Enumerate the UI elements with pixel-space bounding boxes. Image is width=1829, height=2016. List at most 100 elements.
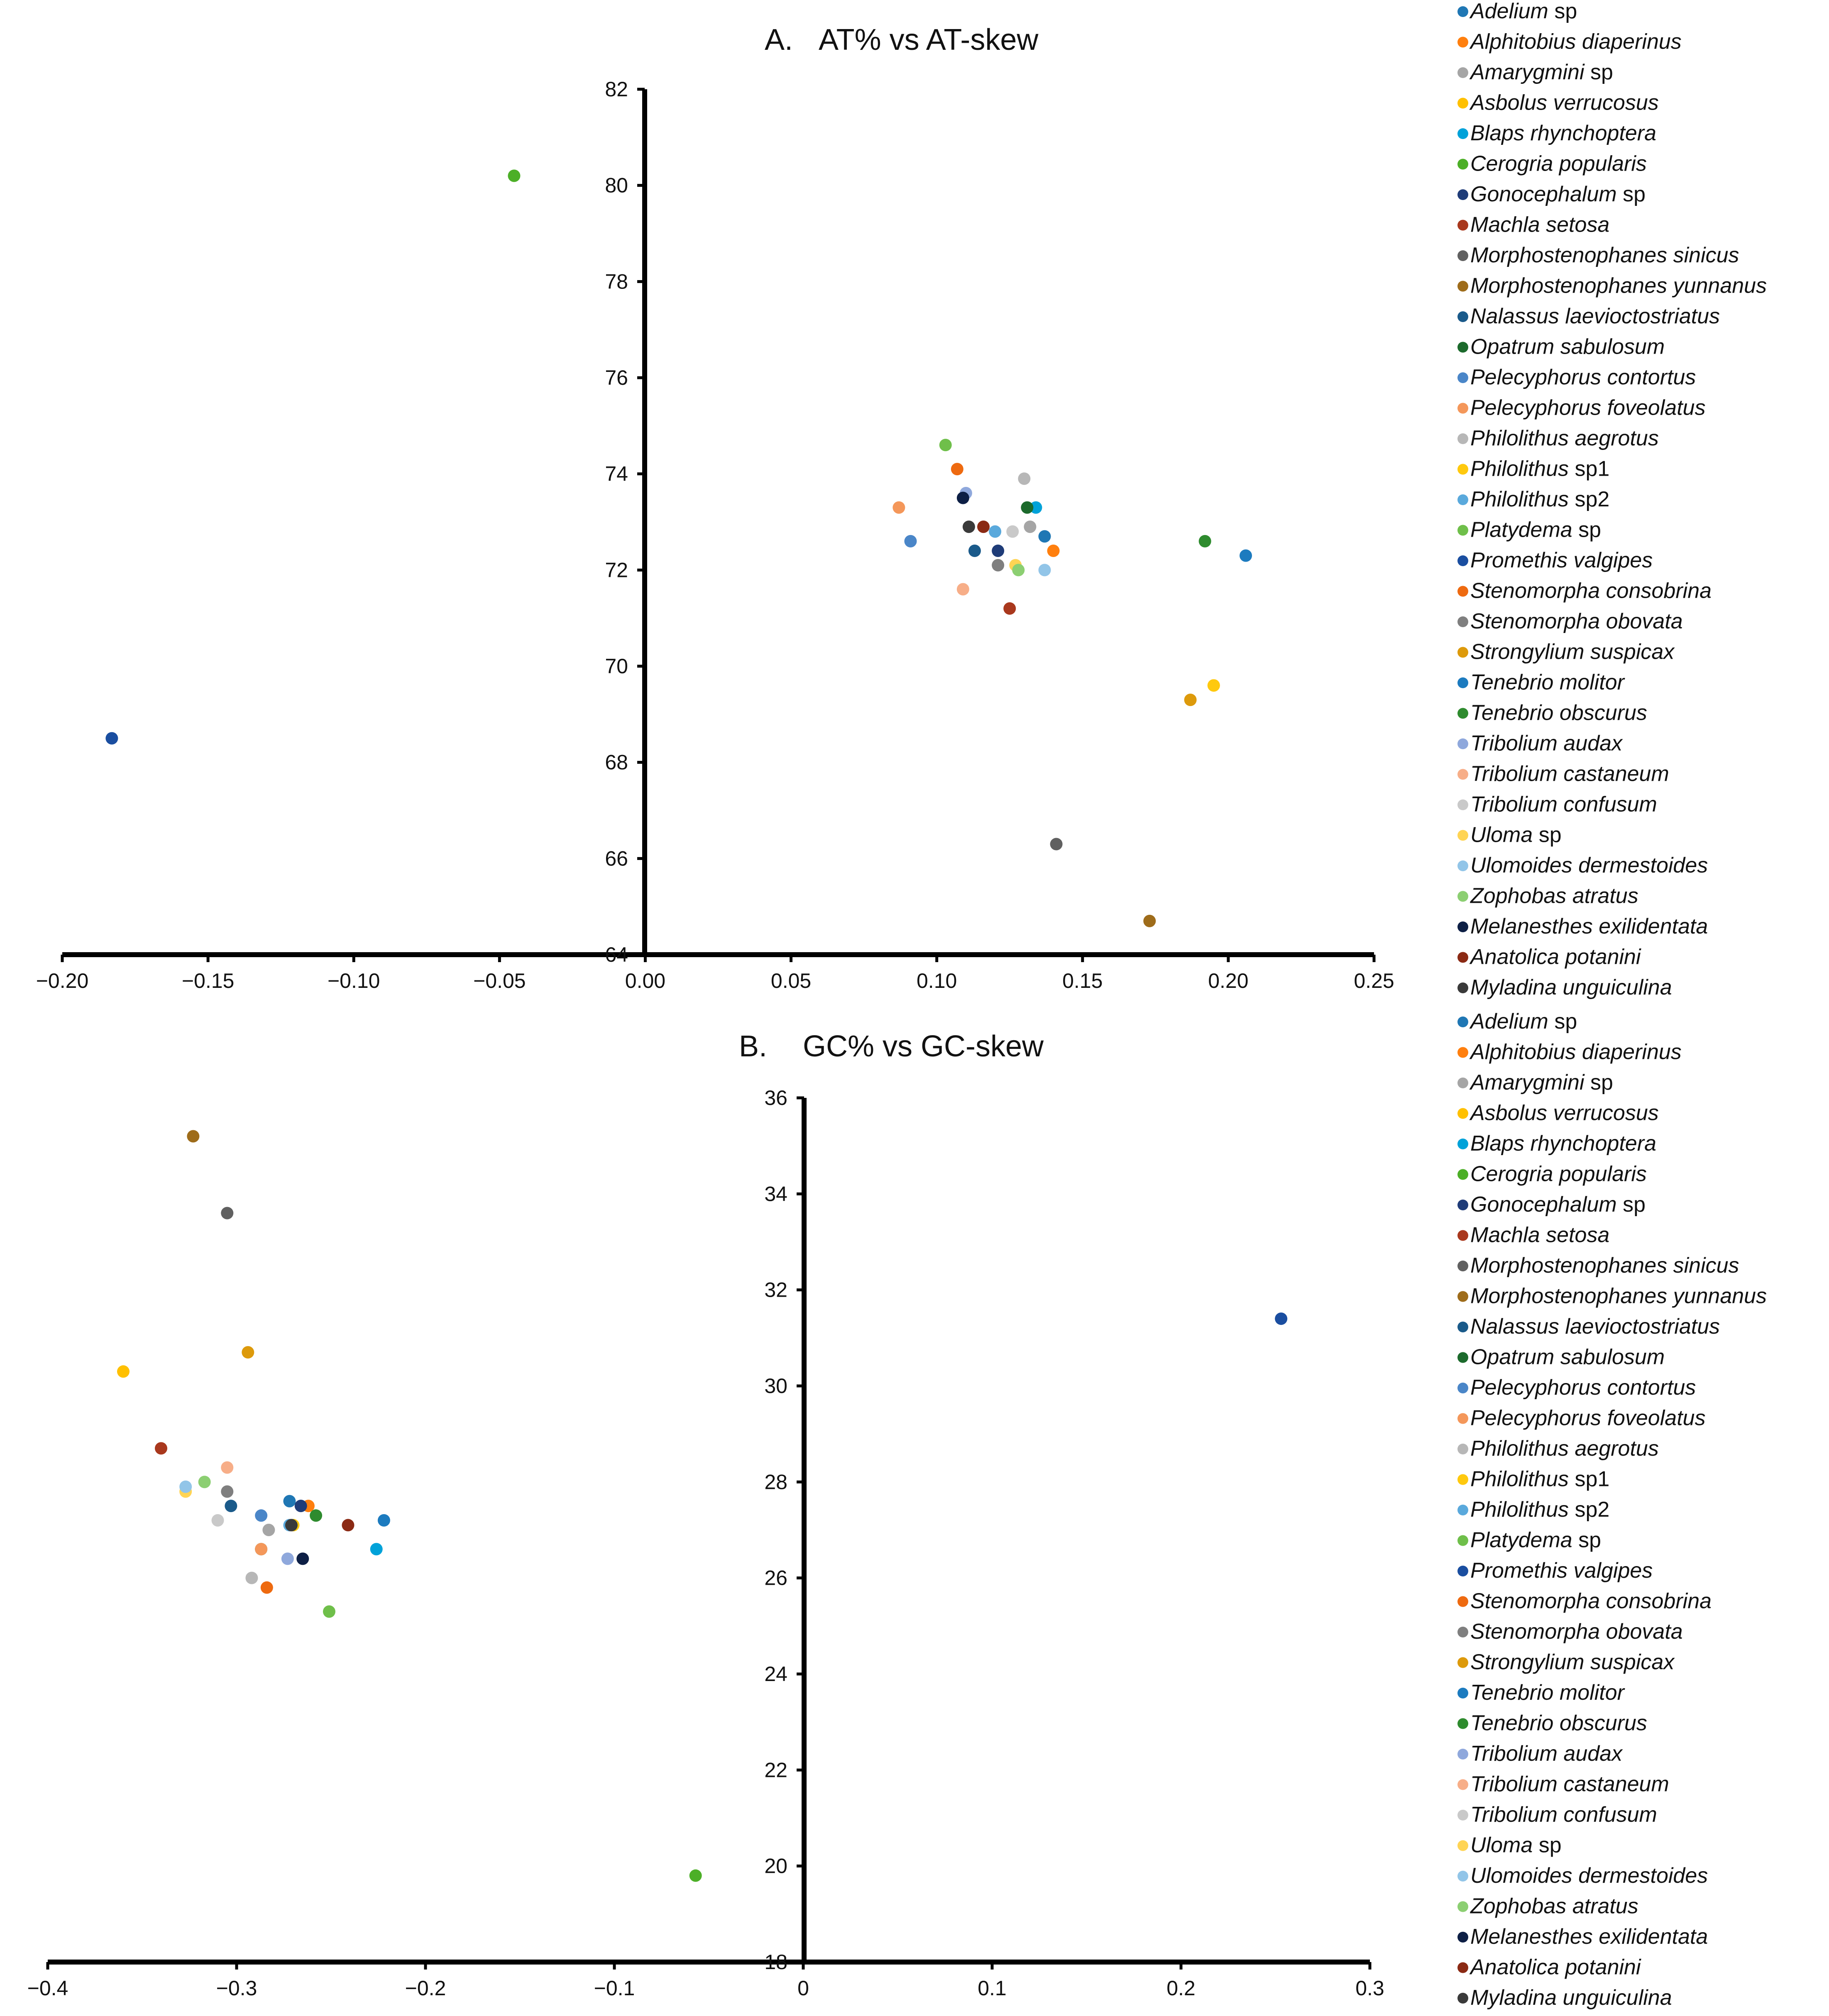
legend-label: Myladina unguiculina [1470,1986,1672,2010]
legend-item: Morphostenophanes yunnanus [1457,274,1767,298]
legend-item: Morphostenophanes sinicus [1457,243,1739,267]
data-point [1184,694,1197,706]
data-point [1029,501,1042,514]
legend-marker [1457,1078,1468,1088]
legend-label: Nalassus laevioctostriatus [1470,1315,1720,1339]
legend-marker [1457,647,1468,658]
legend-label: Pelecyphorus contortus [1470,1376,1696,1400]
legend-label: Tribolium confusum [1470,792,1657,816]
legend-marker [1457,769,1468,780]
legend-item: Tribolium audax [1457,1742,1623,1766]
panel-a-legend: Adelium sp Alphitobius diaperinus Amarygmi… [1457,0,1767,999]
legend-marker [1457,921,1468,932]
legend-marker [1457,1505,1468,1515]
legend-marker [1457,1139,1468,1149]
legend-item: Tribolium confusum [1457,792,1657,816]
legend-item: Morphostenophanes sinicus [1457,1254,1739,1278]
x-tick-label: 0.05 [771,969,811,992]
data-point [962,520,975,533]
x-tick-label: 0.25 [1354,969,1394,992]
panel-b-title: GC% vs GC-skew [803,1030,1044,1063]
y-tick-label: 28 [764,1470,787,1493]
data-point [904,535,917,547]
panel-a-x-ticks: −0.20 −0.15 −0.10 −0.05 0.00 0.05 0.10 0.15 0.20… [36,955,1394,992]
data-point [989,525,1002,538]
legend-marker [1457,1352,1468,1363]
panel-b-x-ticks: −0.4 −0.3 −0.2 −0.1 0 0.1 0.2 0.3 [27,1962,1384,2000]
legend-item: Tenebrio molitor [1457,670,1626,694]
legend-label: Adelium sp [1469,1009,1577,1034]
legend-item: Philolithus aegrotus [1457,1437,1659,1461]
legend-label: Strongylium suspicax [1470,1650,1675,1674]
legend-marker [1457,98,1468,109]
legend-marker [1457,1200,1468,1210]
legend-label: Stenomorpha consobrina [1470,1589,1712,1613]
legend-item: Zophobas atratus [1457,1894,1638,1918]
legend-label: Philolithus sp2 [1470,1498,1609,1522]
legend-item: Alphitobius diaperinus [1457,30,1682,54]
legend-marker [1457,1261,1468,1271]
data-point [1207,679,1220,692]
legend-label: Alphitobius diaperinus [1469,1040,1682,1064]
data-point [155,1442,167,1455]
legend-marker [1457,1810,1468,1821]
data-point [245,1571,258,1584]
legend-marker [1457,1108,1468,1119]
legend-marker [1457,708,1468,719]
legend-item: Ulomoides dermestoides [1457,853,1708,877]
legend-item: Morphostenophanes yunnanus [1457,1284,1767,1308]
legend-label: Uloma sp [1470,1833,1562,1857]
legend-marker [1457,555,1468,566]
legend-label: Amarygmini sp [1469,1070,1613,1095]
legend-item: Myladina unguiculina [1457,975,1672,999]
data-point [1024,520,1037,533]
data-point [377,1514,390,1527]
data-point [1012,564,1025,577]
legend-item: Platydema sp [1457,518,1601,542]
legend-label: Blaps rhynchoptera [1470,121,1656,145]
legend-marker [1457,952,1468,963]
y-tick-label: 30 [764,1374,787,1398]
legend-label: Philolithus sp1 [1470,1467,1609,1491]
legend-marker [1457,1962,1468,1973]
data-point [296,1552,309,1565]
legend-item: Amarygmini sp [1457,60,1613,84]
legend-item: Tenebrio molitor [1457,1681,1626,1705]
panel-b-label: B. [739,1030,767,1063]
legend-marker [1457,1871,1468,1882]
data-point [105,732,118,745]
legend-item: Pelecyphorus contortus [1457,1376,1696,1400]
legend-marker [1457,311,1468,322]
legend-marker [1457,1535,1468,1546]
x-tick-label: −0.1 [594,1977,635,2000]
legend-item: Adelium sp [1457,0,1577,23]
legend-item: Tribolium confusum [1457,1803,1657,1827]
legend-label: Pelecyphorus contortus [1470,365,1696,389]
legend-item: Philolithus sp1 [1457,457,1609,481]
legend-label: Tribolium castaneum [1470,1772,1669,1796]
legend-item: Stenomorpha consobrina [1457,579,1712,603]
legend-marker [1457,799,1468,810]
x-tick-label: 0.1 [978,1977,1007,2000]
y-tick-label: 72 [605,558,628,582]
legend-item: Myladina unguiculina [1457,1986,1672,2010]
legend-label: Zophobas atratus [1470,884,1638,908]
data-point [117,1365,130,1378]
legend-marker [1457,1291,1468,1302]
data-point [310,1509,323,1522]
legend-marker [1457,1993,1468,2004]
legend-marker [1457,1017,1468,1027]
data-point [221,1485,234,1498]
data-point [1240,549,1252,562]
data-point [956,583,969,596]
legend-label: Asbolus verrucosus [1469,1101,1659,1125]
legend-label: Cerogria popularis [1470,152,1647,176]
legend-marker [1457,1749,1468,1759]
legend-marker [1457,1230,1468,1241]
legend-item: Amarygmini sp [1457,1070,1613,1095]
legend-label: Pelecyphorus foveolatus [1470,396,1706,420]
legend-item: Melanesthes exilidentata [1457,1925,1708,1949]
legend-item: Adelium sp [1457,1009,1577,1034]
data-point [956,491,969,504]
legend-item: Blaps rhynchoptera [1457,1131,1656,1156]
